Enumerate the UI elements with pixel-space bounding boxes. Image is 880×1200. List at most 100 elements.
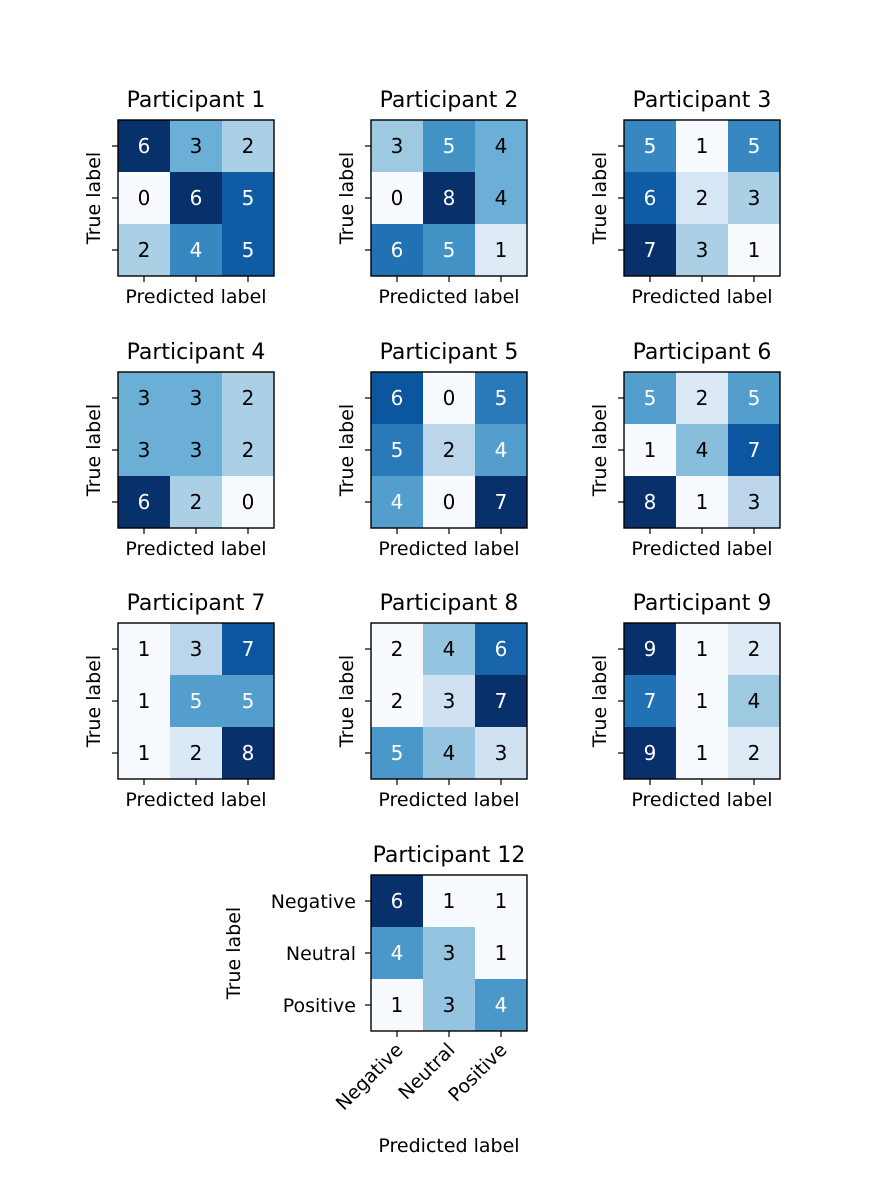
y-axis-label: True label [589, 655, 611, 748]
matrix-cell [676, 476, 728, 528]
matrix-cell [423, 120, 475, 172]
cell-value-label: 2 [242, 134, 255, 158]
cell-value-label: 2 [696, 186, 709, 210]
y-axis-label: True label [83, 655, 105, 748]
matrix-cell [475, 979, 527, 1031]
matrix-cell [728, 476, 780, 528]
matrix-cell [170, 120, 222, 172]
cell-value-label: 2 [190, 741, 203, 765]
matrix-cell [728, 224, 780, 276]
panel-title: Participant 12 [373, 843, 526, 868]
cell-value-label: 1 [696, 134, 709, 158]
matrix-cell [475, 372, 527, 424]
matrix-cell [118, 424, 170, 476]
panel-title: Participant 4 [127, 340, 266, 365]
cell-value-label: 5 [644, 134, 657, 158]
cell-value-label: 1 [443, 889, 456, 913]
matrix-cell [371, 372, 423, 424]
matrix-cell [423, 727, 475, 779]
matrix-cell [423, 424, 475, 476]
matrix-cell [624, 675, 676, 727]
cell-value-label: 7 [644, 238, 657, 262]
matrix-cell [371, 120, 423, 172]
matrix-cell [475, 927, 527, 979]
matrix-cell [475, 224, 527, 276]
panel-title: Participant 8 [380, 591, 519, 616]
matrix-cell [170, 623, 222, 675]
x-axis-label: Predicted label [125, 538, 266, 560]
matrix-cell [475, 120, 527, 172]
cell-value-label: 2 [443, 438, 456, 462]
cell-value-label: 5 [443, 134, 456, 158]
cell-value-label: 1 [748, 238, 761, 262]
cell-value-label: 4 [495, 134, 508, 158]
panel-title: Participant 6 [633, 340, 772, 365]
cell-value-label: 0 [443, 490, 456, 514]
matrix-cell [170, 476, 222, 528]
cell-value-label: 3 [443, 941, 456, 965]
cell-value-label: 3 [190, 438, 203, 462]
panel-title: Participant 7 [127, 591, 266, 616]
cell-value-label: 2 [138, 238, 151, 262]
matrix-cell [118, 120, 170, 172]
x-axis-label: Predicted label [378, 789, 519, 811]
cell-value-label: 3 [696, 238, 709, 262]
cell-value-label: 4 [190, 238, 203, 262]
cell-value-label: 4 [443, 637, 456, 661]
matrix-cell [475, 172, 527, 224]
y-axis-label: True label [336, 404, 358, 497]
matrix-cell [676, 372, 728, 424]
x-axis-label: Predicted label [378, 1135, 519, 1157]
matrix-cell [170, 372, 222, 424]
cell-value-label: 7 [495, 490, 508, 514]
y-axis-label: True label [589, 152, 611, 245]
matrix-cell [728, 675, 780, 727]
cell-value-label: 6 [138, 134, 151, 158]
cell-value-label: 1 [495, 889, 508, 913]
x-axis-label: Predicted label [631, 538, 772, 560]
matrix-cell [728, 120, 780, 172]
y-tick-label: Negative [271, 891, 356, 913]
matrix-cell [170, 224, 222, 276]
cell-value-label: 3 [190, 637, 203, 661]
cell-value-label: 6 [391, 386, 404, 410]
cell-value-label: 2 [748, 741, 761, 765]
cell-value-label: 4 [696, 438, 709, 462]
matrix-cell [624, 224, 676, 276]
cell-value-label: 0 [443, 386, 456, 410]
cell-value-label: 2 [696, 386, 709, 410]
cell-value-label: 1 [391, 993, 404, 1017]
matrix-cell [222, 675, 274, 727]
y-tick-label: Neutral [286, 943, 356, 965]
matrix-cell [371, 979, 423, 1031]
matrix-cell [118, 476, 170, 528]
cell-value-label: 9 [644, 637, 657, 661]
x-axis-label: Predicted label [125, 286, 266, 308]
cell-value-label: 5 [748, 134, 761, 158]
matrix-cell [371, 927, 423, 979]
cell-value-label: 1 [138, 637, 151, 661]
matrix-cell [624, 372, 676, 424]
cell-value-label: 5 [242, 186, 255, 210]
y-axis-label: True label [336, 655, 358, 748]
confusion-matrix-panel: Participant 3 5 1 5 6 2 3 7 3 1 True label Predicte… [589, 88, 781, 308]
matrix-cell [118, 675, 170, 727]
cell-value-label: 5 [495, 386, 508, 410]
confusion-matrix-panel: Participant 6 5 2 5 1 4 7 8 1 3 True label Predicte… [589, 340, 781, 560]
matrix-cell [371, 875, 423, 927]
matrix-cell [222, 727, 274, 779]
cell-value-label: 4 [748, 689, 761, 713]
cell-value-label: 5 [391, 438, 404, 462]
cell-value-label: 5 [748, 386, 761, 410]
matrix-cell [118, 623, 170, 675]
x-axis-label: Predicted label [378, 538, 519, 560]
matrix-cell [423, 224, 475, 276]
cell-value-label: 7 [644, 689, 657, 713]
cell-value-label: 1 [644, 438, 657, 462]
matrix-cell [475, 476, 527, 528]
matrix-cell [371, 172, 423, 224]
matrix-cell [118, 172, 170, 224]
panel-title: Participant 5 [380, 340, 519, 365]
matrix-cell [676, 172, 728, 224]
